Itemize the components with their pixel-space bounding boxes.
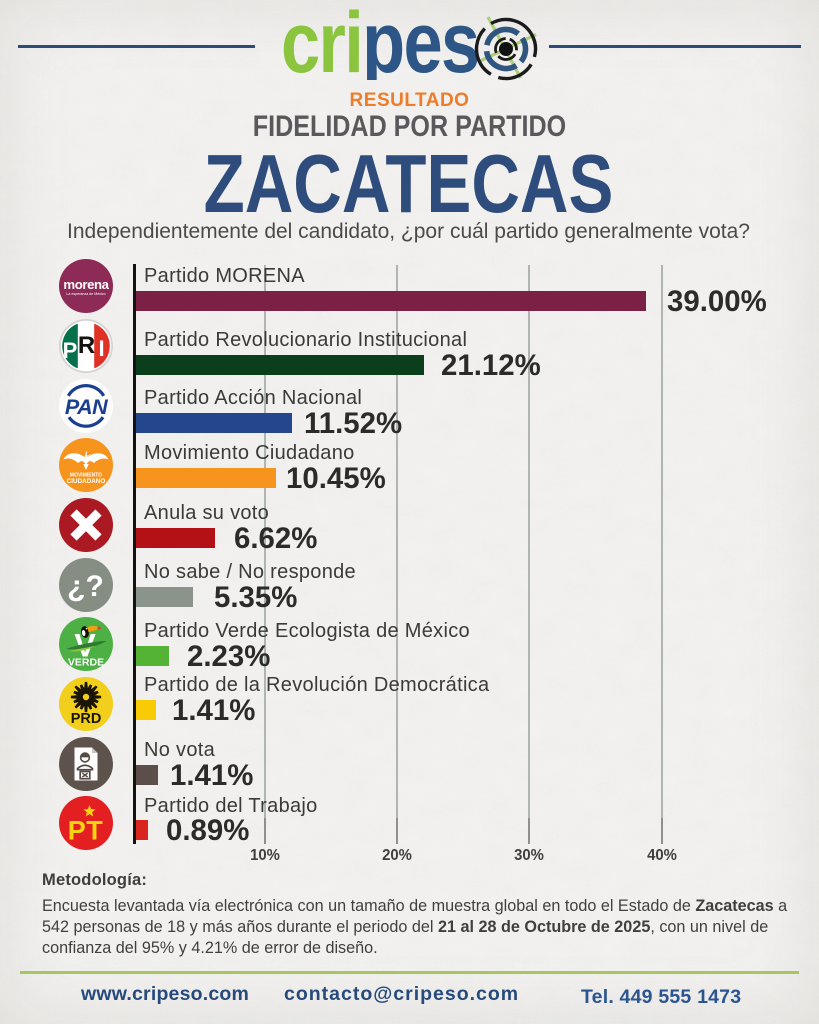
- svg-text:PT: PT: [68, 816, 104, 846]
- svg-text:I: I: [98, 336, 104, 361]
- svg-text:morena: morena: [63, 277, 109, 292]
- svg-text:PRD: PRD: [71, 711, 102, 727]
- svg-text:La esperanza de México: La esperanza de México: [66, 292, 105, 296]
- svg-text:P: P: [63, 338, 78, 363]
- svg-text:VERDE: VERDE: [68, 657, 104, 669]
- svg-text:R: R: [78, 332, 95, 359]
- svg-text:PAN: PAN: [65, 395, 108, 419]
- svg-text:¿?: ¿?: [67, 570, 104, 603]
- svg-text:MOVIMIENTO: MOVIMIENTO: [70, 473, 102, 479]
- svg-text:CIUDADANO: CIUDADANO: [67, 478, 106, 485]
